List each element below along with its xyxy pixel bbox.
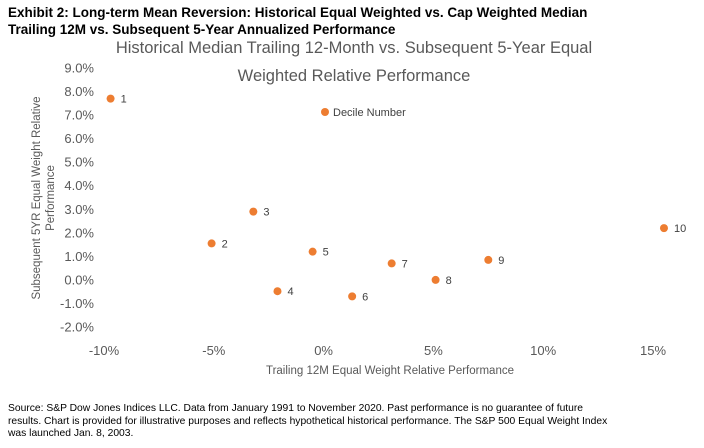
data-point-decile-10: [659, 224, 668, 233]
footnote-line-1: Source: S&P Dow Jones Indices LLC. Data …: [8, 403, 584, 414]
legend-marker: [321, 108, 329, 116]
data-label-decile-2: 2: [222, 238, 228, 250]
data-point-decile-4: [273, 287, 282, 296]
data-label-decile-10: 10: [674, 223, 686, 235]
y-tick-label: 3.0%: [64, 202, 94, 217]
chart-title-line-2: Weighted Relative Performance: [238, 67, 471, 85]
y-tick-label: -2.0%: [60, 320, 94, 335]
y-tick-label: 9.0%: [64, 61, 94, 76]
x-tick-label: -5%: [202, 343, 226, 358]
data-point-decile-9: [484, 255, 493, 264]
scatter-chart: Historical Median Trailing 12-Month vs. …: [31, 39, 686, 377]
footnote-line-2: results. Chart is provided for illustrat…: [8, 415, 608, 427]
data-label-decile-6: 6: [362, 291, 368, 303]
data-label-decile-5: 5: [323, 247, 329, 259]
data-point-decile-3: [249, 207, 258, 216]
y-tick-label: 5.0%: [64, 155, 94, 170]
exhibit-title-line-2: Trailing 12M vs. Subsequent 5-Year Annua…: [8, 22, 396, 37]
data-label-decile-1: 1: [121, 94, 127, 106]
data-point-decile-5: [308, 247, 317, 256]
y-tick-label: 0.0%: [64, 272, 94, 287]
data-label-decile-7: 7: [402, 258, 408, 270]
x-axis: -10% -5% 0% 5% 10% 15%: [89, 343, 667, 358]
x-axis-title: Trailing 12M Equal Weight Relative Perfo…: [266, 365, 514, 377]
data-point-decile-7: [387, 259, 396, 268]
footnote: Source: S&P Dow Jones Indices LLC. Data …: [8, 403, 648, 441]
exhibit-title: Exhibit 2: Long-term Mean Reversion: His…: [8, 4, 698, 38]
data-point-decile-2: [207, 239, 216, 248]
y-tick-label: 4.0%: [64, 178, 94, 193]
x-tick-label: 10%: [530, 343, 556, 358]
y-axis: -2.0% -1.0% 0.0% 1.0% 2.0% 3.0% 4.0% 5.0% 6.0% 7.…: [60, 61, 94, 335]
exhibit-title-line-1: Exhibit 2: Long-term Mean Reversion: His…: [8, 5, 588, 20]
y-axis-title-line-1: Subsequent 5YR Equal Weight Relative: [31, 96, 43, 299]
legend-label: Decile Number: [333, 107, 406, 119]
data-label-decile-4: 4: [287, 286, 293, 298]
x-tick-label: 15%: [640, 343, 666, 358]
data-point-decile-8: [431, 275, 440, 284]
x-tick-label: 5%: [424, 343, 443, 358]
x-tick-label: -10%: [89, 343, 120, 358]
y-tick-label: -1.0%: [60, 296, 94, 311]
y-tick-label: 6.0%: [64, 131, 94, 146]
data-label-decile-9: 9: [498, 255, 504, 267]
y-tick-label: 2.0%: [64, 225, 94, 240]
data-point-decile-1: [106, 94, 115, 103]
x-tick-label: 0%: [314, 343, 333, 358]
data-label-decile-3: 3: [263, 207, 269, 219]
y-tick-label: 7.0%: [64, 108, 94, 123]
y-tick-label: 8.0%: [64, 84, 94, 99]
data-points: 1 2 3 4 5 6 7 8 9 10: [106, 94, 686, 303]
y-axis-title-line-2: Performance: [45, 165, 57, 231]
data-point-decile-6: [348, 292, 357, 301]
y-tick-label: 1.0%: [64, 249, 94, 264]
data-label-decile-8: 8: [446, 275, 452, 287]
chart-title-line-1: Historical Median Trailing 12-Month vs. …: [116, 39, 592, 57]
footnote-line-3: was launched Jan. 8, 2003.: [8, 428, 134, 439]
legend: Decile Number: [321, 107, 406, 119]
